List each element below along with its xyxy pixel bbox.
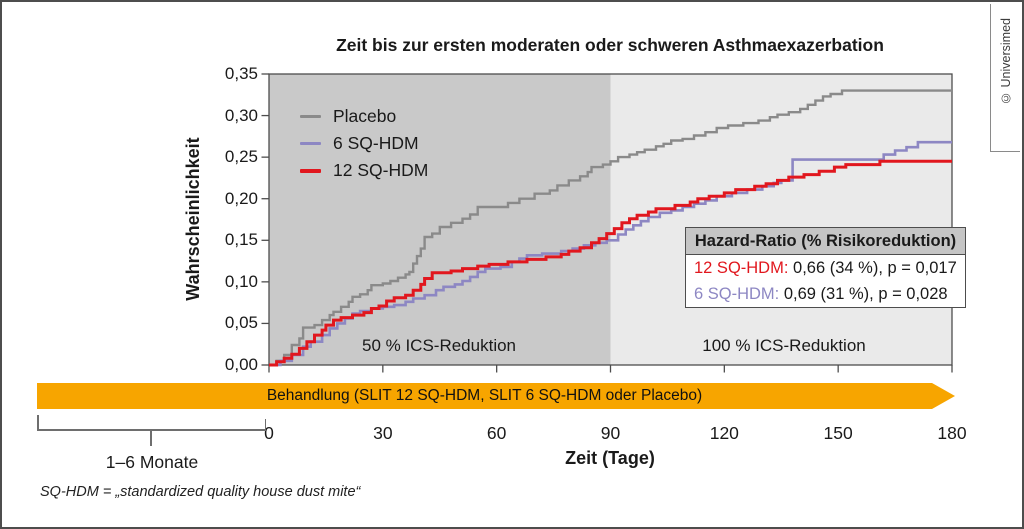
treatment-bar-arrowhead — [932, 383, 955, 409]
legend-label: Placebo — [333, 106, 397, 126]
legend-label: 6 SQ-HDM — [333, 133, 419, 153]
plot-frame — [268, 73, 953, 366]
copyright-text: © Universimed — [998, 18, 1013, 105]
legend: Placebo 6 SQ-HDM 12 SQ-HDM — [300, 103, 428, 184]
y-tick-label: 0,15 — [224, 230, 258, 250]
y-tick-label: 0,30 — [224, 105, 258, 125]
treatment-duration-bar: Behandlung (SLIT 12 SQ-HDM, SLIT 6 SQ-HD… — [37, 383, 932, 409]
placebo-line-swatch — [300, 115, 321, 118]
y-tick-label: 0,00 — [224, 355, 258, 374]
x-tick-label: 60 — [486, 423, 507, 443]
series-line-12-sq-hdm — [269, 159, 952, 367]
six-sq-hdm-line-swatch — [300, 142, 321, 145]
x-tick-label: 120 — [709, 423, 739, 443]
hazard-row-6sq: 6 SQ-HDM: 0,69 (31 %), p = 0,028 — [686, 281, 965, 307]
x-tick-label: 90 — [600, 423, 621, 443]
x-tick-label: 0 — [264, 423, 274, 443]
y-tick-label: 0,20 — [224, 188, 258, 208]
series-line-placebo — [269, 89, 952, 367]
copyright-box: © Universimed — [990, 4, 1020, 152]
hazard-row-label: 12 SQ-HDM: — [694, 259, 789, 277]
hazard-row-12sq: 12 SQ-HDM: 0,66 (34 %), p = 0,017 — [686, 255, 965, 281]
series-line-6-sq-hdm — [269, 140, 952, 367]
region-label-50-ics: 50 % ICS-Reduktion — [361, 336, 517, 355]
x-tick-label: 150 — [823, 423, 853, 443]
ics-region-1 — [610, 74, 952, 365]
x-axis-title: Zeit (Tage) — [565, 448, 655, 468]
region-label-100-ics: 100 % ICS-Reduktion — [702, 336, 866, 355]
chart-title: Zeit bis zur ersten moderaten oder schwe… — [336, 35, 884, 55]
twelve-sq-hdm-line-swatch — [300, 168, 321, 173]
ics-region-0 — [269, 74, 611, 365]
x-tick-label: 30 — [373, 423, 393, 443]
legend-item-6sq-hdm: 6 SQ-HDM — [300, 130, 428, 157]
y-tick-label: 0,10 — [224, 271, 258, 291]
y-tick-label: 0,35 — [224, 64, 258, 83]
bracket-horizontal-line — [37, 429, 266, 431]
y-tick-label: 0,25 — [224, 147, 258, 167]
hazard-ratio-box: Hazard-Ratio (% Risikoreduktion) 12 SQ-H… — [685, 227, 966, 308]
hazard-row-value: 0,66 (34 %), p = 0,017 — [788, 259, 957, 277]
legend-item-placebo: Placebo — [300, 103, 428, 130]
legend-label: 12 SQ-HDM — [333, 160, 429, 180]
x-tick-label: 180 — [937, 423, 967, 443]
bracket-left-stub — [37, 415, 39, 430]
bracket-right-stub — [264, 419, 266, 430]
hazard-row-value: 0,69 (31 %), p = 0,028 — [779, 285, 948, 303]
hazard-ratio-box-title: Hazard-Ratio (% Risikoreduktion) — [686, 228, 965, 255]
legend-item-12sq-hdm: 12 SQ-HDM — [300, 157, 428, 184]
footnote: SQ-HDM = „standardized quality house dus… — [40, 484, 361, 500]
y-axis-title: Wahrscheinlichkeit — [183, 137, 203, 301]
bracket-center-tick — [150, 430, 152, 446]
bracket-label: 1–6 Monate — [105, 452, 199, 472]
y-tick-label: 0,05 — [224, 313, 258, 333]
hazard-row-label: 6 SQ-HDM: — [694, 285, 780, 303]
